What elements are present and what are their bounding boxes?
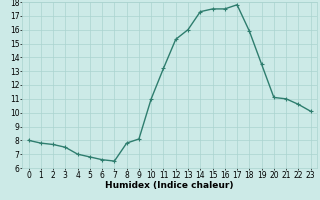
X-axis label: Humidex (Indice chaleur): Humidex (Indice chaleur)	[105, 181, 234, 190]
